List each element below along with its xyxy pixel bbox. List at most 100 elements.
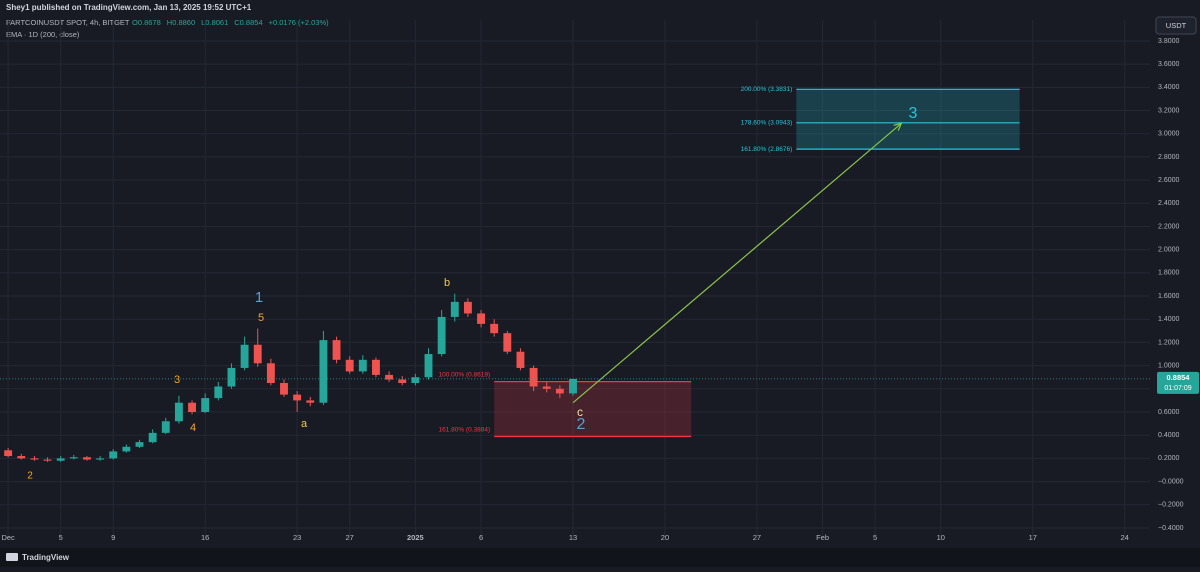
candle-body — [516, 351, 525, 368]
candle — [17, 453, 26, 460]
x-tick-label: 9 — [111, 533, 115, 542]
brand-logo — [6, 553, 18, 561]
currency-button[interactable] — [1155, 16, 1197, 35]
y-tick-label: 2.8000 — [1158, 154, 1180, 161]
ohlc-value: H0.8860 — [167, 18, 195, 27]
candle-body — [555, 388, 564, 394]
y-tick-label: 3.8000 — [1158, 38, 1180, 45]
x-tick-label: 17 — [1029, 533, 1037, 542]
candle — [450, 293, 459, 322]
candle — [266, 358, 275, 386]
candle-body — [542, 386, 551, 389]
candle-body — [332, 340, 341, 360]
candle-body — [30, 458, 39, 460]
wave-label: 2 — [577, 416, 586, 433]
candle-body — [450, 301, 459, 317]
y-tick-label: −0.2000 — [1158, 502, 1184, 509]
candle — [56, 456, 65, 462]
candle-body — [96, 458, 105, 460]
countdown: 01:07:09 — [1164, 385, 1191, 392]
y-tick-label: 1.2000 — [1158, 339, 1180, 346]
indicator: EMA · 1D (200, close) — [6, 30, 80, 39]
candle-body — [214, 386, 223, 399]
candle — [148, 429, 157, 444]
y-tick-label: 3.2000 — [1158, 107, 1180, 114]
y-tick-label: 3.4000 — [1158, 84, 1180, 91]
candle-body — [293, 394, 302, 401]
y-tick-label: 2.4000 — [1158, 200, 1180, 207]
ohlc-value: L0.8061 — [201, 18, 228, 27]
wave-label: 2 — [27, 471, 33, 482]
candle-body — [240, 344, 249, 368]
candle-body — [411, 377, 420, 384]
candle — [109, 449, 118, 460]
y-tick-label: 0.6000 — [1158, 409, 1180, 416]
wave-label: 1 — [255, 289, 263, 306]
candle — [490, 319, 499, 337]
x-tick-label: 5 — [59, 533, 63, 542]
candle-body — [83, 457, 91, 460]
candle-body — [122, 446, 131, 452]
y-tick-label: −0.0000 — [1158, 478, 1184, 485]
candle-body — [490, 323, 499, 334]
x-tick-label: 10 — [937, 533, 945, 542]
candle-body — [503, 333, 512, 352]
projection-arrow — [572, 122, 902, 404]
candle — [240, 336, 249, 371]
brand: TradingView — [6, 553, 70, 562]
wave-label: c — [577, 405, 583, 419]
x-tick-label: 24 — [1121, 533, 1129, 542]
fib-zone — [796, 89, 1020, 150]
candle — [227, 363, 236, 389]
candle-body — [463, 301, 472, 314]
y-tick-label: 2.2000 — [1158, 223, 1180, 230]
candle — [358, 355, 367, 374]
candle — [437, 309, 446, 357]
y-tick-label: 1.8000 — [1158, 270, 1180, 277]
y-tick-label: 0.2000 — [1158, 455, 1180, 462]
candle — [188, 400, 196, 415]
y-tick-label: 1.6000 — [1158, 293, 1180, 300]
candle-body — [253, 344, 262, 364]
candle — [477, 309, 485, 328]
y-tick-label: 1.0000 — [1158, 362, 1180, 369]
candle — [385, 371, 394, 382]
x-tick-label: 2025 — [407, 533, 424, 542]
footer-bar — [0, 548, 1200, 567]
currency[interactable]: USDT — [1166, 21, 1187, 30]
candle — [463, 298, 472, 317]
candle-body — [69, 457, 78, 459]
candle — [280, 379, 288, 397]
fib-label: 200.00% (3.3831) — [741, 86, 793, 93]
candle — [30, 456, 39, 461]
candle-body — [109, 451, 118, 459]
candle-body — [174, 402, 183, 422]
candle-body — [437, 316, 446, 355]
candle-body — [280, 383, 288, 395]
candle — [503, 330, 512, 355]
wave-label: 5 — [258, 312, 264, 324]
candle — [201, 393, 210, 414]
candle-body — [358, 359, 367, 372]
wave-label: 3 — [174, 374, 180, 386]
candle — [161, 417, 170, 435]
candle — [372, 357, 380, 378]
price-tag — [1157, 371, 1199, 394]
candle-body — [17, 456, 26, 459]
y-tick-label: 0.4000 — [1158, 432, 1180, 439]
candle — [516, 348, 525, 371]
candle — [293, 391, 302, 412]
candle — [122, 444, 131, 453]
candle — [69, 454, 78, 460]
candle-body — [398, 379, 407, 384]
candle — [398, 376, 407, 386]
candle — [83, 456, 91, 461]
x-tick-label: 16 — [201, 533, 209, 542]
candle — [332, 336, 341, 364]
y-tick-label: 3.0000 — [1158, 131, 1180, 138]
candle — [411, 373, 420, 386]
y-tick-label: 3.6000 — [1158, 61, 1180, 68]
x-tick-label: Dec — [1, 533, 15, 542]
candle-body — [529, 367, 538, 387]
